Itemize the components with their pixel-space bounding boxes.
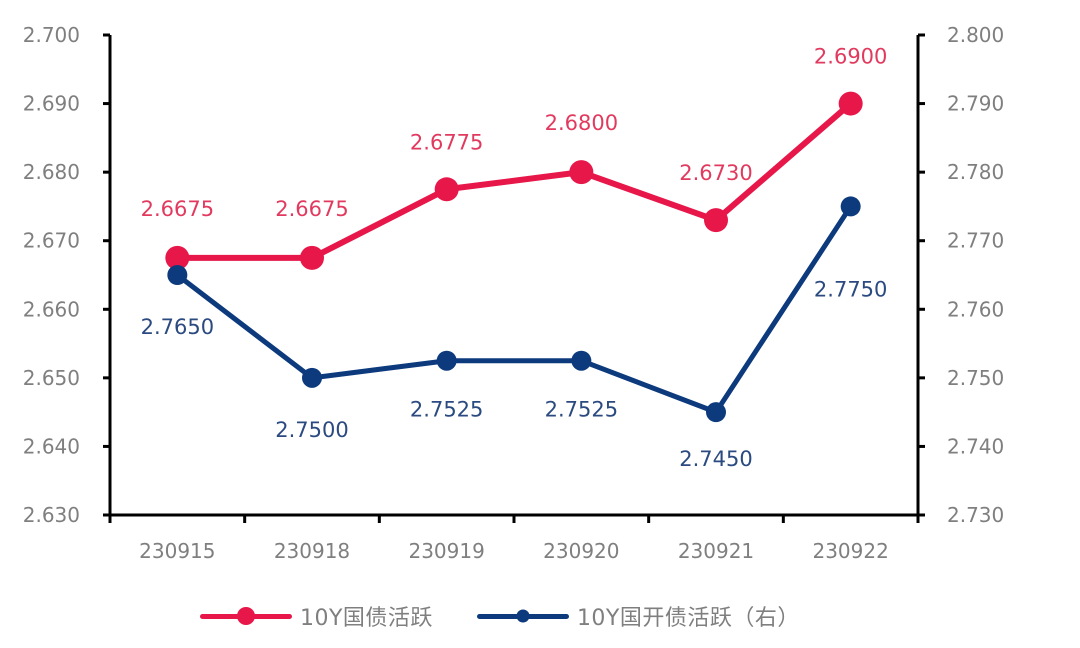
data-label: 2.6775	[410, 130, 483, 154]
data-label: 2.7450	[679, 447, 752, 471]
left-tick-label: 2.650	[23, 366, 80, 390]
data-label: 2.6730	[679, 161, 752, 185]
right-axis-ticks: 2.800 2.790 2.780 2.770 2.760 2.750 2.740 2.730	[918, 23, 1004, 527]
left-tick-label: 2.640	[23, 434, 80, 458]
data-label: 2.7750	[814, 277, 887, 301]
legend: 10Y国债活跃 10Y国开债活跃（右）	[200, 596, 844, 636]
data-label: 2.6675	[275, 197, 348, 221]
right-tick-label: 2.750	[947, 366, 1004, 390]
left-tick-label: 2.670	[23, 229, 80, 253]
series-lines	[165, 91, 863, 423]
legend-label: 10Y国债活跃	[300, 606, 433, 631]
legend-item-cgb-10y[interactable]: 10Y国债活跃	[200, 600, 433, 632]
x-tick-label: 230919	[408, 539, 484, 563]
right-tick-label: 2.780	[947, 160, 1004, 184]
right-tick-label: 2.760	[947, 297, 1004, 321]
data-label: 2.7650	[141, 315, 214, 339]
x-tick-label: 230915	[139, 539, 215, 563]
left-tick-label: 2.680	[23, 160, 80, 184]
data-point-marker[interactable]	[434, 177, 459, 202]
data-point-marker[interactable]	[706, 402, 726, 423]
axes	[103, 35, 925, 517]
right-tick-label: 2.740	[947, 434, 1004, 458]
left-tick-label: 2.690	[23, 92, 80, 116]
data-point-marker[interactable]	[569, 160, 594, 185]
right-tick-label: 2.790	[947, 92, 1004, 116]
series-line-cdb	[175, 205, 853, 415]
data-point-marker[interactable]	[571, 350, 592, 371]
legend-swatch-blue-line-icon	[476, 606, 569, 626]
data-point-marker[interactable]	[436, 350, 457, 371]
left-tick-label: 2.630	[23, 503, 80, 527]
x-tick-label: 230920	[543, 539, 619, 563]
data-point-marker[interactable]	[704, 208, 728, 233]
right-tick-label: 2.770	[947, 229, 1004, 253]
left-tick-label: 2.700	[23, 23, 80, 47]
data-label: 2.6675	[141, 197, 214, 221]
data-point-marker[interactable]	[300, 245, 324, 270]
legend-label: 10Y国开债活跃（右）	[576, 606, 800, 631]
data-point-marker[interactable]	[167, 265, 188, 285]
x-axis-ticks: 230915 230918 230919 230920 230921 230922	[108, 515, 920, 563]
right-tick-label: 2.730	[947, 503, 1004, 527]
data-label: 2.7500	[275, 418, 348, 442]
data-labels: 2.6675 2.6675 2.6775 2.6800 2.6730 2.6900 2.76…	[141, 45, 888, 472]
data-label: 2.7525	[410, 398, 483, 422]
data-label: 2.6900	[814, 45, 887, 69]
legend-swatch-red-line-icon	[200, 606, 292, 626]
series-line-cgb	[177, 101, 853, 261]
x-tick-label: 230918	[274, 539, 350, 563]
data-point-marker[interactable]	[840, 196, 861, 217]
legend-item-cdb-10y[interactable]: 10Y国开债活跃（右）	[476, 600, 800, 632]
x-tick-label: 230921	[678, 539, 754, 563]
data-point-marker[interactable]	[838, 91, 863, 116]
data-point-marker[interactable]	[302, 367, 322, 388]
right-tick-label: 2.800	[947, 23, 1004, 47]
data-label: 2.7525	[545, 398, 618, 422]
data-point-marker[interactable]	[165, 245, 190, 270]
left-tick-label: 2.660	[23, 297, 80, 321]
x-tick-label: 230922	[812, 539, 888, 563]
left-axis-ticks: 2.700 2.690 2.680 2.670 2.660 2.650 2.640 2.630	[23, 23, 110, 527]
data-label: 2.6800	[545, 111, 618, 135]
